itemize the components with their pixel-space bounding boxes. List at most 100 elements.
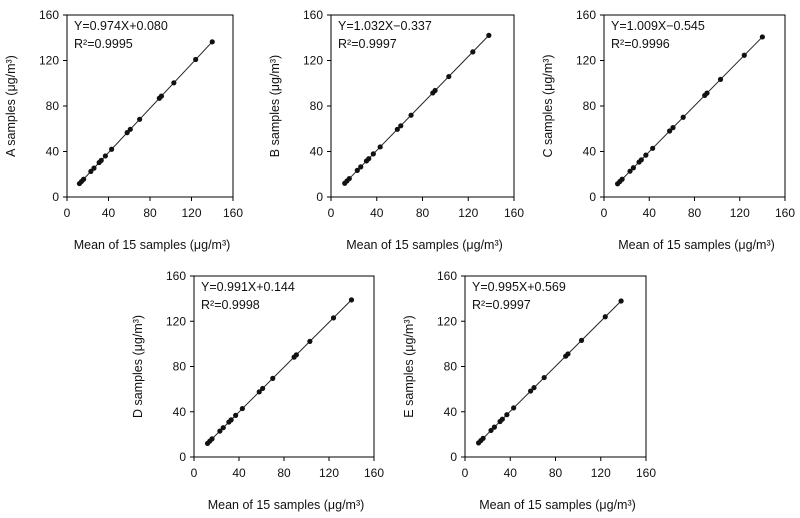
- data-point: [239, 405, 245, 412]
- y-tick-label: 40: [583, 145, 597, 159]
- y-tick-label: 120: [437, 314, 457, 328]
- data-point: [209, 436, 215, 442]
- y-tick-label: 80: [173, 360, 187, 374]
- panel-b: 0 40 80 120 160 0 40 80 120 160 Y=1.032X−0.337 R²=0…: [268, 8, 524, 252]
- y-tick-label: 160: [437, 269, 457, 283]
- x-axis-label: Mean of 15 samples (μg/m³): [208, 498, 365, 512]
- x-tick-label: 40: [102, 206, 116, 220]
- x-axis-label: Mean of 15 samples (μg/m³): [74, 238, 231, 252]
- data-point: [233, 412, 239, 418]
- data-point: [109, 146, 115, 152]
- data-point: [293, 352, 299, 358]
- panel-e: 0 40 80 120 160 0 40 80 120 160 Y=0.995X+0.569 R²=0…: [402, 269, 656, 512]
- x-tick-label: 80: [416, 206, 430, 220]
- data-point: [446, 73, 452, 80]
- data-point: [602, 314, 608, 320]
- data-point: [98, 157, 104, 163]
- y-tick-label: 40: [46, 145, 60, 159]
- data-point: [565, 351, 571, 357]
- x-axis-label: Mean of 15 samples (μg/m³): [346, 238, 503, 252]
- data-point: [377, 144, 383, 150]
- data-point: [158, 93, 165, 99]
- data-point: [124, 130, 130, 136]
- y-tick-label: 120: [303, 54, 323, 68]
- data-point: [499, 416, 505, 422]
- y-tick-label: 80: [46, 99, 60, 113]
- data-point: [667, 128, 673, 134]
- x-tick-label: 80: [688, 206, 702, 220]
- data-point: [91, 165, 97, 171]
- y-axis-label: C samples (μg/m³): [541, 54, 555, 157]
- data-point: [619, 176, 625, 182]
- data-point: [193, 56, 199, 63]
- data-point: [370, 151, 376, 157]
- y-tick-label: 160: [39, 8, 59, 22]
- y-tick-label: 0: [52, 190, 59, 204]
- data-point: [432, 87, 438, 94]
- regression-equation: Y=0.991X+0.144: [201, 280, 295, 294]
- data-point: [504, 412, 510, 418]
- data-point: [220, 425, 226, 431]
- x-tick-label: 120: [591, 466, 611, 480]
- data-point: [680, 114, 686, 120]
- panel-a: 0 40 80 120 160 0 40 80 120 160 Y=0.974X+0.080 R²=0…: [4, 8, 243, 252]
- data-point: [470, 49, 476, 55]
- data-point: [102, 153, 108, 159]
- data-point: [511, 405, 517, 411]
- y-tick-label: 80: [310, 99, 324, 113]
- x-tick-label: 80: [549, 466, 563, 480]
- r-squared: R²=0.9998: [201, 298, 260, 312]
- data-point: [486, 32, 492, 38]
- regression-equation: Y=1.032X−0.337: [338, 19, 432, 33]
- x-tick-label: 0: [328, 206, 335, 220]
- y-tick-label: 80: [444, 360, 458, 374]
- x-tick-label: 0: [462, 466, 469, 480]
- y-tick-label: 120: [39, 54, 59, 68]
- y-tick-label: 160: [166, 269, 186, 283]
- data-point: [488, 427, 494, 434]
- x-tick-label: 160: [364, 466, 384, 480]
- r-squared: R²=0.9997: [338, 37, 397, 51]
- x-axis-label: Mean of 15 samples (μg/m³): [618, 238, 775, 252]
- y-tick-label: 40: [444, 405, 458, 419]
- y-tick-label: 0: [316, 190, 323, 204]
- data-point: [528, 388, 534, 394]
- data-point: [670, 125, 676, 131]
- data-point: [578, 337, 585, 343]
- data-point: [741, 52, 747, 58]
- x-tick-label: 120: [319, 466, 339, 480]
- x-tick-label: 0: [64, 206, 71, 220]
- data-point: [491, 424, 498, 430]
- data-point: [346, 175, 352, 182]
- data-point: [348, 297, 355, 303]
- data-point: [127, 126, 133, 132]
- r-squared: R²=0.9995: [74, 37, 133, 51]
- x-tick-label: 120: [730, 206, 750, 220]
- x-tick-label: 120: [181, 206, 201, 220]
- x-tick-label: 0: [191, 466, 198, 480]
- regression-equation: Y=0.995X+0.569: [472, 280, 566, 294]
- y-axis-label: E samples (μg/m³): [402, 315, 416, 417]
- data-point: [256, 389, 262, 395]
- data-point: [260, 385, 266, 392]
- x-tick-label: 40: [232, 466, 246, 480]
- data-point: [650, 145, 656, 151]
- x-tick-label: 40: [504, 466, 518, 480]
- regression-equation: Y=1.009X−0.545: [611, 19, 705, 33]
- data-point: [704, 90, 710, 96]
- data-point: [270, 375, 276, 381]
- x-tick-label: 120: [458, 206, 478, 220]
- y-tick-label: 40: [310, 145, 324, 159]
- data-point: [209, 39, 215, 45]
- x-tick-label: 160: [223, 206, 243, 220]
- data-point: [81, 176, 87, 182]
- x-tick-label: 40: [370, 206, 384, 220]
- y-tick-label: 80: [583, 99, 597, 113]
- data-point: [330, 315, 337, 321]
- x-tick-label: 160: [775, 206, 795, 220]
- x-tick-label: 160: [504, 206, 524, 220]
- data-point: [717, 76, 724, 82]
- data-point: [137, 116, 143, 122]
- r-squared: R²=0.9997: [472, 298, 531, 312]
